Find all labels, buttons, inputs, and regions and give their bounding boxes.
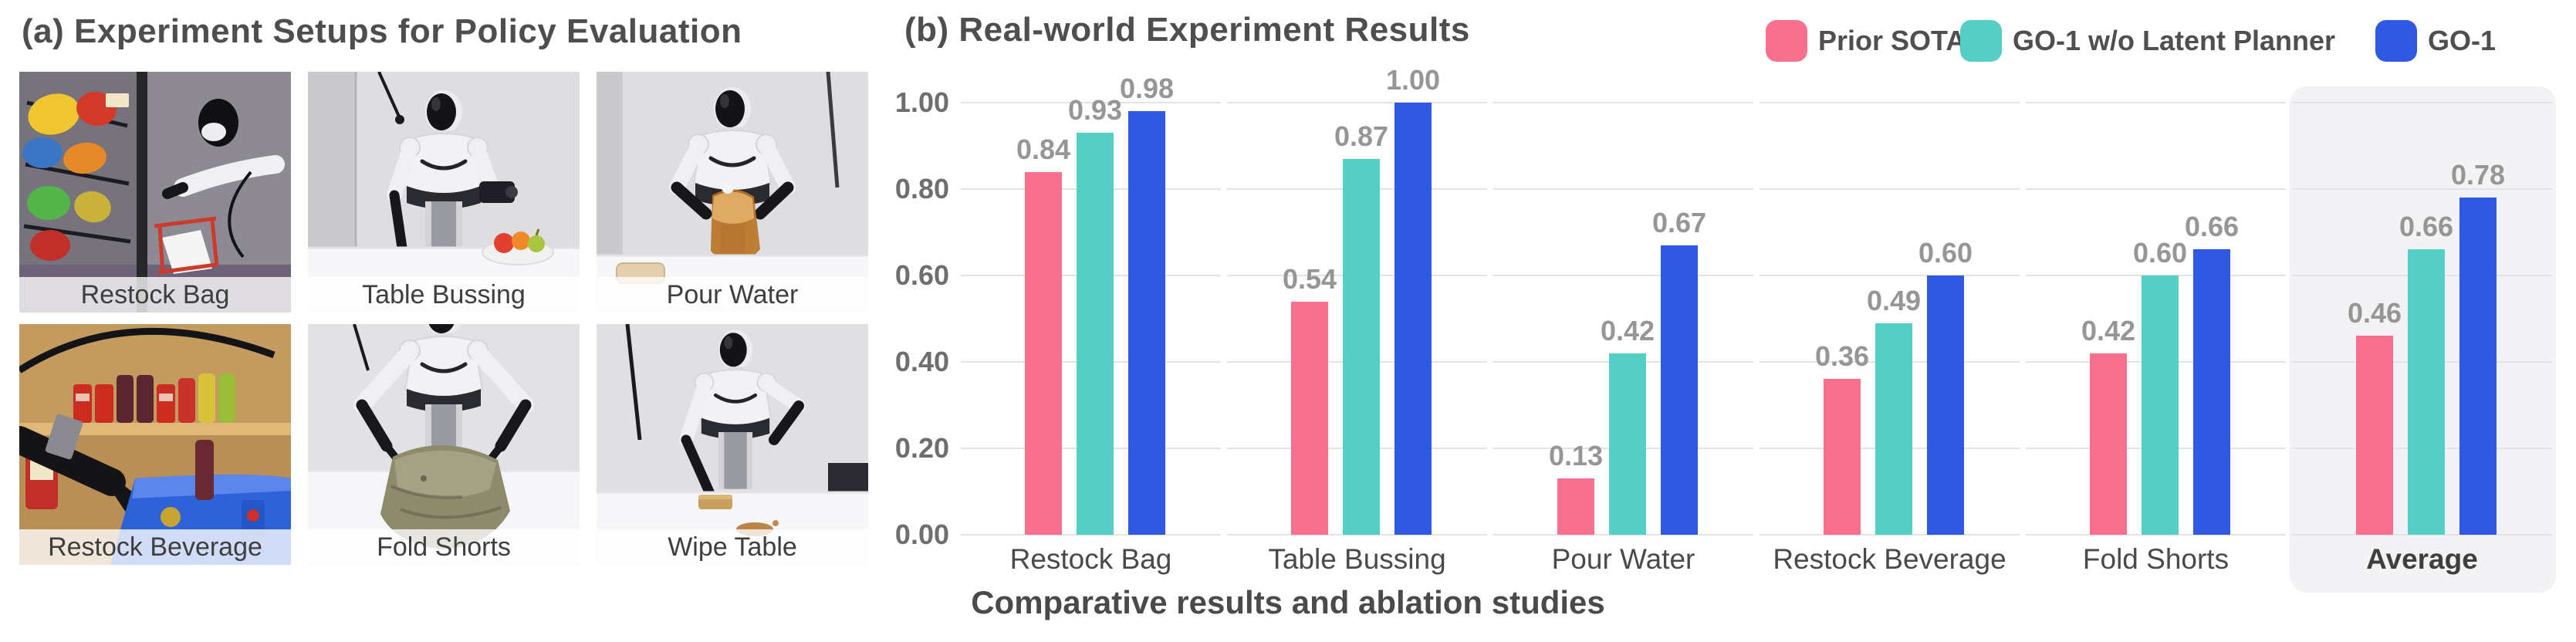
photo-label: Restock Bag [19, 277, 291, 313]
photo-label: Pour Water [597, 277, 868, 313]
bar-prior-sota [1025, 172, 1062, 535]
gridline [1493, 102, 1753, 103]
bar-value-label: 0.54 [1282, 263, 1337, 295]
photo-table-bussing: Table Bussing [308, 72, 580, 313]
gridline [961, 102, 1221, 103]
bar-prior-sota [2356, 336, 2393, 535]
y-tick-label: 0.60 [894, 259, 949, 291]
gridline [2292, 534, 2552, 536]
legend-item-go1: GO-1 [2375, 20, 2496, 62]
bar-value-label: 0.84 [1016, 133, 1071, 165]
bar-go-1 [2459, 198, 2497, 535]
photo-label: Restock Beverage [19, 529, 291, 565]
legend-label: GO-1 w/o Latent Planner [2013, 25, 2336, 56]
bar-prior-sota [1291, 302, 1328, 535]
bar-prior-sota [1824, 379, 1861, 535]
legend-swatch-go1-wo-latent-planner [1960, 20, 2002, 62]
y-tick-label: 0.00 [894, 519, 949, 550]
bar-prior-sota [1557, 478, 1594, 535]
legend-item-go1-wo-latent-planner: GO-1 w/o Latent Planner [1960, 20, 2335, 62]
gridline [1493, 188, 1753, 190]
bar-value-label: 0.93 [1067, 94, 1123, 126]
robot-restock-beverage-illustration [19, 324, 291, 565]
gridline [2292, 188, 2552, 190]
robot-restock-bag-illustration [19, 72, 291, 313]
bar-go-1 [1394, 103, 1432, 535]
gridline [1760, 102, 2020, 103]
category-label-restock-beverage: Restock Beverage [1773, 543, 2006, 575]
y-tick-label: 0.80 [894, 173, 949, 204]
category-label-pour-water: Pour Water [1551, 543, 1695, 575]
category-label-restock-bag: Restock Bag [1009, 543, 1172, 575]
photo-label: Table Bussing [308, 277, 580, 313]
category-label-average: Average [2366, 543, 2478, 575]
bar-value-label: 0.49 [1866, 285, 1922, 316]
gridline [2026, 102, 2286, 103]
photo-fold-shorts: Fold Shorts [308, 324, 580, 565]
legend-item-prior-sota: Prior SOTA [1766, 20, 1966, 62]
photo-restock-beverage: Restock Beverage [19, 324, 291, 565]
gridline [2292, 102, 2552, 103]
photo-label: Wipe Table [597, 529, 868, 565]
gridline [961, 534, 1221, 536]
photo-label: Fold Shorts [308, 529, 580, 565]
panel-a-title: (a) Experiment Setups for Policy Evaluat… [22, 12, 742, 50]
panel-b-title: (b) Real-world Experiment Results [904, 11, 1470, 49]
bar-value-label: 0.36 [1814, 340, 1870, 372]
y-tick-label: 1.00 [894, 86, 949, 118]
gridline [1493, 275, 1753, 276]
legend-label: Prior SOTA [1818, 25, 1966, 56]
bar-go-1-w-o-latent-planner [1077, 133, 1114, 535]
bar-go-1-w-o-latent-planner [1875, 323, 1912, 535]
y-tick-label: 0.40 [894, 346, 949, 377]
gridline [2026, 188, 2286, 190]
figure-caption: Comparative results and ablation studies [971, 584, 1605, 620]
bar-go-1 [1927, 275, 1964, 535]
y-tick-label: 0.20 [894, 432, 949, 464]
gridline [1760, 275, 2020, 276]
bar-go-1-w-o-latent-planner [2142, 275, 2179, 535]
bar-prior-sota [2090, 353, 2127, 535]
bar-go-1-w-o-latent-planner [1609, 353, 1646, 535]
bar-value-label: 0.42 [1600, 315, 1655, 346]
bar-value-label: 0.66 [2184, 211, 2240, 242]
photo-wipe-table: Wipe Table [597, 324, 868, 565]
legend-label: GO-1 [2428, 25, 2497, 56]
legend-swatch-go1 [2375, 20, 2417, 62]
category-label-table-bussing: Table Bussing [1268, 543, 1446, 575]
bar-go-1 [1661, 245, 1698, 535]
bar-value-label: 0.42 [2081, 315, 2136, 346]
bar-value-label: 0.78 [2450, 159, 2506, 191]
gridline [2026, 534, 2286, 536]
bar-value-label: 1.00 [1385, 64, 1441, 96]
gridline [1760, 534, 2020, 536]
bar-go-1-w-o-latent-planner [1343, 159, 1380, 535]
photo-restock-bag: Restock Bag [19, 72, 291, 313]
gridline [1227, 534, 1487, 536]
bar-go-1-w-o-latent-planner [2408, 249, 2445, 535]
bar-value-label: 0.67 [1651, 207, 1707, 238]
gridline [1227, 102, 1487, 103]
photo-pour-water: Pour Water [597, 72, 868, 313]
gridline [1493, 534, 1753, 536]
legend-swatch-prior-sota [1766, 20, 1807, 62]
bar-value-label: 0.46 [2347, 297, 2402, 329]
gridline [1760, 188, 2020, 190]
bar-value-label: 0.98 [1119, 73, 1175, 104]
bar-value-label: 0.13 [1548, 440, 1604, 471]
bar-go-1 [1128, 111, 1165, 535]
bar-value-label: 0.66 [2399, 211, 2454, 242]
bar-value-label: 0.87 [1334, 120, 1389, 152]
bar-go-1 [2193, 249, 2230, 535]
bar-value-label: 0.60 [1918, 237, 1973, 269]
category-label-fold-shorts: Fold Shorts [2082, 543, 2229, 575]
bar-value-label: 0.60 [2132, 237, 2188, 269]
